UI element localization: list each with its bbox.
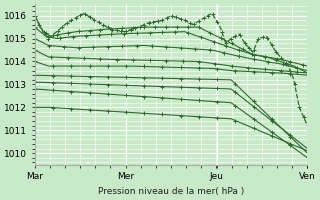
X-axis label: Pression niveau de la mer( hPa ): Pression niveau de la mer( hPa ) <box>98 187 244 196</box>
